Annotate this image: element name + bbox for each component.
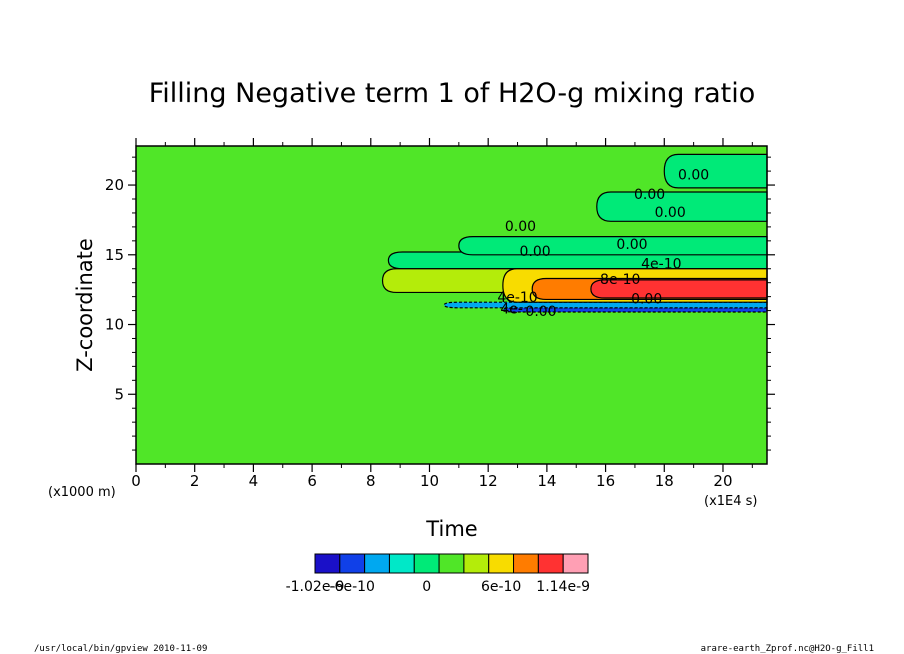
chart-title: Filling Negative term 1 of H2O-g mixing … [149, 78, 756, 109]
x-tick-label: 10 [420, 472, 439, 490]
x-tick-label: 16 [596, 472, 615, 490]
y-tick-label: 5 [114, 385, 124, 403]
colorbar-swatch [364, 553, 390, 574]
y-tick-label: 10 [105, 316, 124, 334]
x-tick-label: 12 [479, 472, 498, 490]
contour-band [596, 191, 768, 222]
contour-labels: 0.000.000.000.000.000.004e-108e-100.004e… [497, 167, 709, 320]
x-tick-label: 4 [249, 472, 259, 490]
x-axis-unit: (x1E4 s) [704, 494, 758, 509]
colorbar-label: -1.02e-9 [286, 579, 345, 595]
colorbar-swatch [513, 553, 539, 574]
x-tick-label: 2 [190, 472, 200, 490]
colorbar-labels: -1.02e-9-6e-10 0 6e-10 1.14e-9 [286, 579, 590, 595]
colorbar-label: 0 [422, 579, 431, 595]
x-tick-label: 8 [366, 472, 376, 490]
contour-label: 0.00 [678, 167, 709, 183]
contour-label: 0.00 [616, 237, 647, 253]
footer-left: /usr/local/bin/gpview 2010-11-09 [34, 644, 207, 654]
contour-band [663, 153, 768, 189]
contour-label: 0.00 [505, 219, 536, 235]
colorbar-swatch [488, 553, 515, 574]
contour-band [443, 301, 768, 309]
footer-right: arare-earth_Zprof.nc@H2O-g_Fill1 [701, 644, 874, 654]
contour-label: 8e-10 [600, 272, 640, 288]
colorbar-swatch [463, 553, 490, 574]
colorbar-swatch [339, 553, 366, 574]
y-axis-unit: (x1000 m) [48, 485, 116, 500]
x-tick-label: 14 [537, 472, 556, 490]
contour-label: 0.00 [520, 244, 551, 260]
plot-frame [135, 145, 768, 465]
contour-label: 0.00 [631, 292, 662, 308]
y-tick-label: 15 [105, 246, 124, 264]
x-tick-label: 20 [713, 472, 732, 490]
contour-label: 4e-10 [641, 257, 681, 273]
colorbar-label: 1.14e-9 [536, 579, 590, 595]
colorbar-swatch [438, 553, 465, 574]
contour-bands [381, 153, 768, 313]
colorbar-label: -6e-10 [330, 579, 375, 595]
contour-label: 0.00 [634, 187, 665, 203]
colorbar-swatch [388, 553, 415, 574]
y-axis-label: Z-coordinate [73, 238, 97, 372]
x-axis-label: Time [425, 517, 477, 541]
colorbar-swatch [413, 553, 440, 574]
contour-band [590, 279, 768, 299]
contour-label: 0.00 [525, 304, 556, 320]
x-tick-label: 18 [655, 472, 674, 490]
y-axis-ticks: 5 10 15 20 [105, 156, 775, 451]
contour-label: 0.00 [655, 205, 686, 221]
x-tick-label: 0 [131, 472, 141, 490]
colorbar [314, 553, 589, 574]
y-tick-label: 20 [105, 176, 124, 194]
colorbar-swatch [562, 553, 589, 574]
x-tick-label: 6 [307, 472, 317, 490]
contour-label: 4e-10 [497, 290, 537, 306]
colorbar-swatch [314, 553, 341, 574]
colorbar-swatch [537, 553, 564, 574]
plot-area: 0.000.000.000.000.000.004e-108e-100.004e… [105, 138, 775, 490]
contour-label: 4e- [500, 301, 523, 317]
contour-band [458, 236, 768, 256]
colorbar-label: 6e-10 [481, 579, 521, 595]
x-axis-ticks: 0 2 4 6 8 10 12 14 16 18 20 [131, 138, 753, 490]
